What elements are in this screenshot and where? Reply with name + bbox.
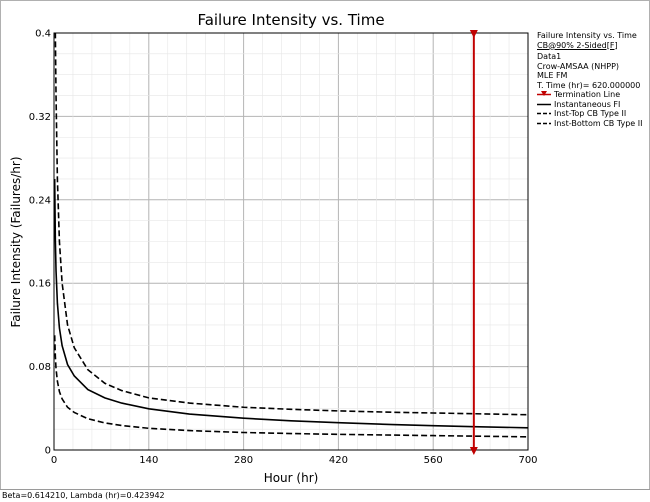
legend: Failure Intensity vs. Time CB@90% 2-Side…	[537, 31, 649, 128]
chart-title: Failure Intensity vs. Time	[197, 11, 384, 29]
legend-label-bottom-cb: Inst-Bottom CB Type II	[554, 119, 642, 129]
legend-data-name: Data1	[537, 52, 649, 62]
x-tick-label: 140	[139, 455, 158, 466]
legend-entry-top-cb: Inst-Top CB Type II	[537, 109, 649, 119]
legend-label-top-cb: Inst-Top CB Type II	[554, 109, 626, 119]
y-tick-label: 0.24	[29, 195, 51, 206]
x-tick-label: 700	[518, 455, 537, 466]
termination-marker-bottom-icon	[470, 447, 478, 455]
legend-label-instantaneous: Instantaneous FI	[554, 100, 620, 110]
x-tick-label: 0	[51, 455, 57, 466]
legend-header-cb: CB@90% 2-Sided[F]	[537, 41, 649, 51]
legend-method: MLE FM	[537, 71, 649, 81]
legend-header-title: Failure Intensity vs. Time	[537, 31, 649, 41]
legend-entry-bottom-cb: Inst-Bottom CB Type II	[537, 119, 649, 129]
x-axis-ticks: 0 140 280 420 560 700	[51, 455, 538, 466]
y-axis-label: Failure Intensity (Failures/hr)	[9, 156, 23, 327]
x-axis-label: Hour (hr)	[264, 471, 319, 485]
termination-line-swatch-icon	[537, 90, 551, 99]
status-footer: Beta=0.614210, Lambda (hr)=0.423942	[0, 489, 650, 501]
series	[55, 33, 528, 437]
x-tick-label: 560	[424, 455, 443, 466]
dashed-line-swatch-icon	[537, 119, 551, 128]
y-tick-label: 0.16	[29, 279, 51, 290]
x-tick-label: 420	[329, 455, 348, 466]
series-line-inst-top-cb-type-ii	[55, 33, 528, 415]
legend-label-termination: Termination Line	[554, 90, 620, 100]
grid	[54, 33, 528, 450]
y-tick-label: 0.4	[35, 29, 51, 40]
series-line-instantaneous-fi	[55, 179, 528, 428]
y-axis-ticks: 00.080.160.240.320.4	[29, 29, 51, 457]
legend-t-time: T. Time (hr)= 620.000000	[537, 81, 649, 91]
y-tick-label: 0.08	[29, 362, 51, 373]
legend-model: Crow-AMSAA (NHPP)	[537, 62, 649, 72]
legend-entry-instantaneous: Instantaneous FI	[537, 100, 649, 110]
y-tick-label: 0.32	[29, 112, 51, 123]
dashed-line-swatch-icon	[537, 109, 551, 118]
x-tick-label: 280	[234, 455, 253, 466]
solid-line-swatch-icon	[537, 100, 551, 109]
legend-entry-termination: Termination Line	[537, 90, 649, 100]
series-line-inst-bottom-cb-type-ii	[55, 335, 528, 437]
